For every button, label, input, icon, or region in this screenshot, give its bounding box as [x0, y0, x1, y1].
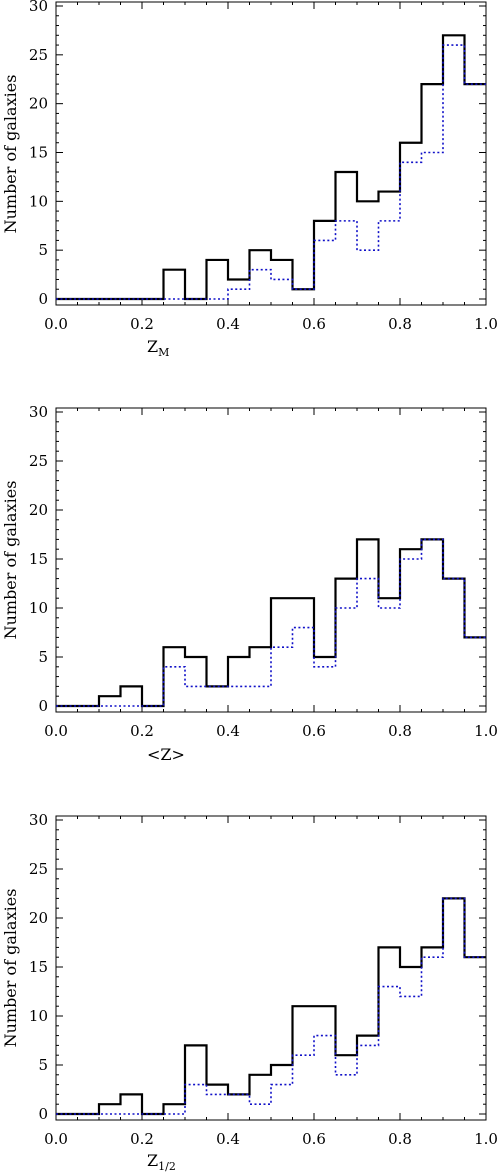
y-tick-label: 25 [29, 46, 48, 64]
x-tick-label: 1.0 [474, 315, 497, 333]
x-tick-label: 0.2 [130, 1130, 154, 1148]
y-axis-title: Number of galaxies [1, 889, 20, 1048]
x-tick-label: 0.8 [388, 722, 412, 740]
x-axis-title-subscript: M [158, 346, 169, 359]
x-tick-label: 0.0 [44, 722, 68, 740]
x-tick-label: 0.6 [302, 315, 326, 333]
x-axis-title-main: Z [147, 1151, 158, 1170]
y-tick-label: 20 [29, 95, 48, 113]
x-tick-label: 0.6 [302, 1130, 326, 1148]
x-axis-title-main: <Z> [147, 745, 185, 764]
histogram-series-solid [56, 538, 486, 708]
y-tick-label: 5 [38, 241, 48, 259]
x-tick-label: 0.6 [302, 722, 326, 740]
y-tick-label: 5 [38, 648, 48, 666]
y-tick-label: 25 [29, 452, 48, 470]
y-tick-label: 10 [29, 192, 48, 210]
x-tick-label: 0.2 [130, 315, 154, 333]
x-axis-title-subscript: 1/2 [158, 1160, 176, 1173]
histogram-panel-2: 0 5 10 15 20 25 30 0.0 0.2 0.4 0.6 0.8 1.0 Number of … [1, 403, 497, 764]
x-tick-label: 0.0 [44, 1130, 68, 1148]
histogram-series-solid [56, 897, 486, 1116]
y-tick-label: 25 [29, 860, 48, 878]
y-tick-label: 30 [29, 811, 48, 829]
y-tick-label: 0 [38, 697, 48, 715]
y-axis-title: Number of galaxies [1, 481, 20, 640]
x-tick-label: 0.4 [216, 315, 240, 333]
x-axis-title: Z1/2 [147, 1151, 176, 1173]
y-tick-label: 0 [38, 290, 48, 308]
x-tick-label: 0.4 [216, 1130, 240, 1148]
x-axis-title: <Z> [147, 745, 185, 764]
x-tick-label: 1.0 [474, 1130, 497, 1148]
y-tick-label: 5 [38, 1056, 48, 1074]
x-tick-label: 0.0 [44, 315, 68, 333]
y-tick-label: 15 [29, 550, 48, 568]
x-tick-label: 0.2 [130, 722, 154, 740]
y-tick-label: 15 [29, 144, 48, 162]
histogram-panel-1: 0 5 10 15 20 25 30 0.0 0.2 0.4 0.6 0.8 1.0 Number of … [1, 0, 497, 359]
y-tick-label: 20 [29, 909, 48, 927]
x-tick-label: 0.8 [388, 1130, 412, 1148]
y-axis-title: Number of galaxies [1, 75, 20, 234]
y-tick-label: 0 [38, 1105, 48, 1123]
histogram-series-dotted [56, 897, 486, 1115]
y-tick-label: 30 [29, 403, 48, 421]
y-tick-label: 10 [29, 1007, 48, 1025]
x-tick-label: 0.4 [216, 722, 240, 740]
y-tick-label: 10 [29, 599, 48, 617]
x-axis-title-main: Z [147, 337, 158, 356]
x-axis-title: ZM [147, 337, 169, 359]
y-tick-label: 15 [29, 958, 48, 976]
histogram-series-solid [56, 34, 486, 301]
histogram-series-dotted [56, 44, 486, 300]
y-tick-label: 20 [29, 501, 48, 519]
histogram-panel-3: 0 5 10 15 20 25 30 0.0 0.2 0.4 0.6 0.8 1.0 Number of … [1, 811, 497, 1173]
x-tick-label: 0.8 [388, 315, 412, 333]
x-tick-label: 1.0 [474, 722, 497, 740]
y-tick-label: 30 [29, 0, 48, 15]
